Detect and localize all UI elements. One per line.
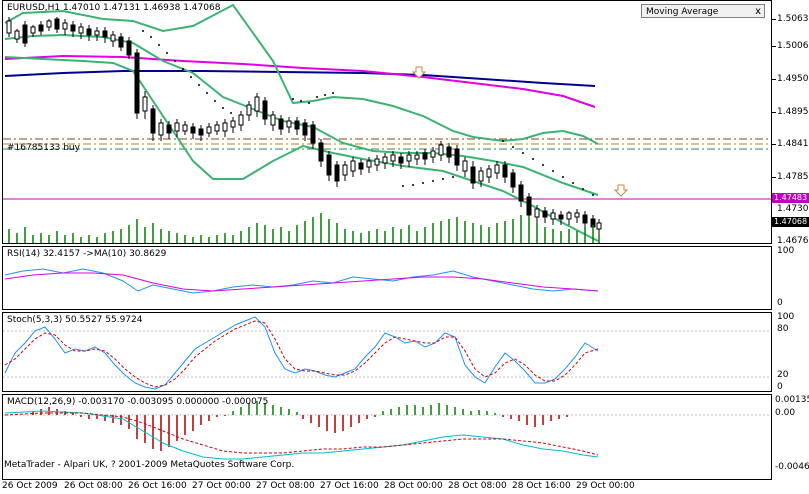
ma-magenta-line: [4, 54, 596, 108]
bollinger-mid: [4, 33, 599, 196]
stoch-main-line: [4, 316, 599, 390]
rsi-axis-label: 0: [777, 298, 783, 308]
price-pane-header: EURUSD,H1 1.47010 1.47131 1.46938 1.4706…: [7, 3, 221, 13]
time-label: 28 Oct 16:00: [512, 481, 571, 491]
macd-axis-label: 0.00135: [775, 395, 809, 405]
rsi-pane[interactable]: RSI(14) 32.4157 ->MA(10) 30.8629: [2, 246, 772, 310]
macd-histogram-positive: [232, 401, 496, 415]
price-label: 1.49505: [777, 74, 809, 84]
stoch-chart-svg: [3, 316, 771, 390]
macd-axis: 0.00135 0.00 -0.00468: [772, 394, 809, 480]
price-label: 1.50060: [777, 41, 809, 51]
time-label: 26 Oct 2009: [2, 481, 58, 491]
macd-signal-line: [4, 412, 599, 456]
time-label: 28 Oct 08:00: [448, 481, 507, 491]
stoch-axis-label: 80: [777, 324, 789, 334]
price-label: 1.47855: [777, 172, 809, 182]
order-label: #16785133 buy: [7, 143, 80, 153]
stoch-axis-label: 0: [777, 382, 783, 392]
stoch-pane[interactable]: Stoch(5,3,3) 50.5527 55.9724: [2, 312, 772, 392]
price-label: 1.48950: [777, 107, 809, 117]
volume-bars: [8, 213, 600, 243]
candles: [6, 17, 602, 235]
time-label: 28 Oct 00:00: [384, 481, 443, 491]
indicator-label: Moving Average: [646, 7, 719, 17]
price-axis: 1.50635 1.50060 1.49505 1.48950 1.48410 …: [772, 0, 809, 246]
hline-price-badge: 1.47483: [772, 193, 809, 203]
macd-axis-label: -0.00468: [775, 462, 809, 472]
stoch-signal-line: [4, 320, 599, 388]
time-label: 27 Oct 00:00: [192, 481, 251, 491]
macd-main-line: [4, 410, 599, 460]
time-label: 26 Oct 08:00: [64, 481, 123, 491]
price-chart-svg: [3, 3, 771, 243]
parabolic-sar: [142, 30, 594, 196]
arrow-down-icon: [411, 66, 427, 79]
ma-slow-line: [4, 70, 596, 87]
stoch-axis-label: 20: [777, 370, 789, 380]
stoch-header: Stoch(5,3,3) 50.5527 55.9724: [7, 315, 143, 325]
price-label: 1.50635: [777, 14, 809, 24]
time-label: 27 Oct 16:00: [320, 481, 379, 491]
macd-header: MACD(12,26,9) -0.003170 -0.003095 0.0000…: [7, 397, 269, 407]
bid-price-badge: 1.47068: [772, 217, 809, 227]
bollinger-upper: [4, 3, 599, 145]
close-icon[interactable]: x: [755, 6, 761, 17]
rsi-ma-line: [4, 272, 599, 292]
rsi-axis-label: 100: [777, 246, 795, 256]
bollinger-lower: [4, 56, 599, 242]
arrow-down-icon: [613, 184, 629, 197]
rsi-header: RSI(14) 32.4157 ->MA(10) 30.8629: [7, 249, 167, 259]
time-label: 27 Oct 08:00: [256, 481, 315, 491]
stoch-axis-label: 100: [777, 312, 795, 322]
rsi-chart-svg: [4, 268, 599, 294]
time-label: 26 Oct 16:00: [128, 481, 187, 491]
price-label: 1.47300: [777, 204, 809, 214]
macd-chart-svg: [3, 401, 771, 460]
macd-pane[interactable]: MACD(12,26,9) -0.003170 -0.003095 0.0000…: [2, 394, 772, 480]
time-label: 29 Oct 00:00: [576, 481, 635, 491]
macd-axis-label: 0.00: [775, 408, 796, 418]
copyright-text: MetaTrader - Alpari UK, ? 2001-2009 Meta…: [4, 460, 295, 470]
price-pane[interactable]: EURUSD,H1 1.47010 1.47131 1.46938 1.4706…: [2, 0, 772, 244]
rsi-axis: 100 0: [772, 246, 809, 310]
price-label: 1.48410: [777, 139, 809, 149]
price-label: 1.46760: [777, 236, 809, 246]
stoch-axis: 100 80 20 0: [772, 312, 809, 392]
rsi-line: [4, 268, 599, 294]
indicator-button[interactable]: Moving Average x: [641, 4, 765, 18]
